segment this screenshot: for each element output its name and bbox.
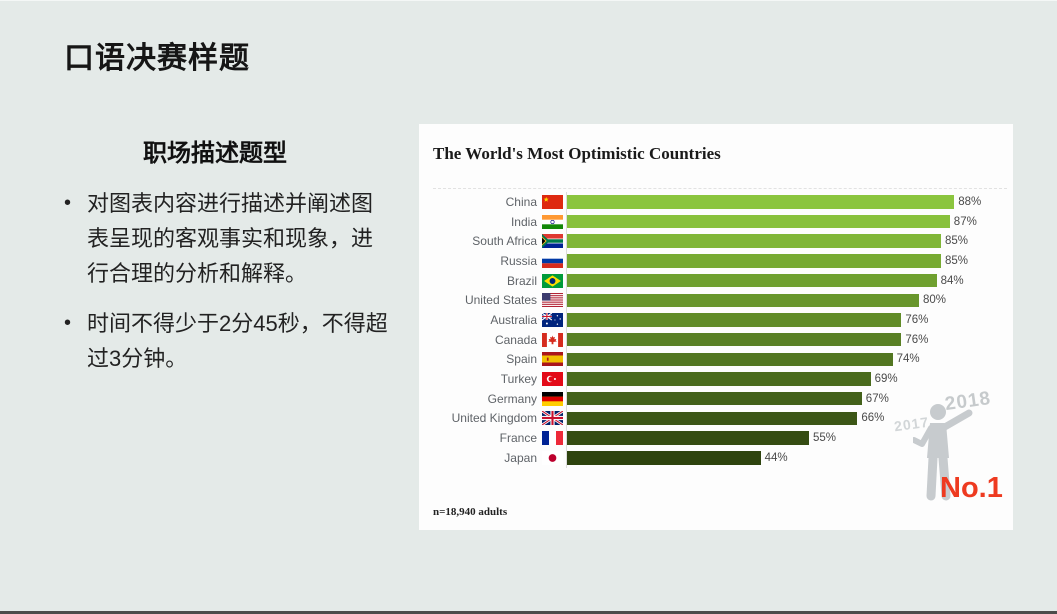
bullet-item: 时间不得少于2分45秒，不得超过3分钟。 [60, 306, 394, 376]
bar [567, 195, 955, 209]
chart-title: The World's Most Optimistic Countries [433, 144, 721, 163]
country-label: Germany [487, 391, 537, 406]
bar-track: 76% [566, 310, 1007, 330]
bar [567, 391, 862, 406]
bar-value-label: 69% [874, 373, 898, 386]
chart-row: France 55% [433, 428, 1007, 448]
bar-value-label: 80% [923, 294, 947, 307]
country-label: Canada [494, 332, 537, 347]
japan-flag-icon [542, 450, 563, 465]
chart-row: Turkey 69% [433, 369, 1007, 389]
chart-row: Brazil 84% [433, 270, 1007, 291]
bar-value-label: 76% [905, 333, 929, 346]
chart-panel: The World's Most Optimistic Countries Ch… [419, 124, 1013, 530]
bar-track: 84% [566, 270, 1007, 291]
canada-flag-icon [542, 332, 563, 347]
bar [567, 431, 809, 445]
india-flag-icon [542, 214, 563, 229]
bar-value-label: 67% [865, 392, 889, 405]
bar-track: 44% [566, 447, 1007, 468]
country-label: Turkey [500, 372, 537, 387]
bar-value-label: 85% [945, 235, 969, 248]
bar [567, 451, 761, 465]
south-africa-flag-icon [542, 234, 563, 249]
country-label: United States [464, 293, 537, 308]
bar-track: 80% [566, 290, 1007, 311]
bar [567, 411, 858, 426]
bar-track: 76% [566, 329, 1007, 350]
bar [567, 293, 919, 308]
slide-title: 口语决赛样题 [64, 42, 250, 75]
bar-value-label: 84% [940, 274, 964, 287]
country-label: South Africa [472, 234, 537, 249]
chart-row: Russia 85% [433, 251, 1007, 271]
brazil-flag-icon [542, 273, 563, 288]
bar [567, 352, 893, 367]
bar-value-label: 74% [896, 353, 920, 366]
bar-plot: China 88% India 87% South Africa 85% Rus… [433, 188, 1007, 468]
bar-value-label: 76% [905, 313, 929, 326]
country-label: Russia [500, 253, 537, 268]
rank-badge: No.1 [940, 472, 1003, 504]
bar-track: 88% [566, 192, 1007, 212]
chart-row: Spain 74% [433, 349, 1007, 370]
bar-track: 85% [566, 251, 1007, 271]
france-flag-icon [542, 431, 563, 446]
bullet-item: 对图表内容进行描述并阐述图表呈现的客观事实和现象，进行合理的分析和解释。 [60, 186, 394, 291]
chart-row: China 88% [433, 192, 1007, 212]
bar-value-label: 44% [764, 451, 788, 464]
left-text-column: 职场描述题型 对图表内容进行描述并阐述图表呈现的客观事实和现象，进行合理的分析和… [60, 133, 394, 391]
country-label: Australia [490, 312, 537, 327]
bar [567, 214, 950, 229]
chart-row: South Africa 85% [433, 231, 1007, 252]
chart-row: Canada 76% [433, 329, 1007, 350]
bar [567, 372, 871, 386]
russia-flag-icon [542, 253, 563, 268]
bar [567, 332, 902, 347]
person-silhouette-icon [913, 404, 973, 501]
australia-flag-icon [542, 312, 563, 327]
bar [567, 254, 941, 268]
china-flag-icon [542, 194, 563, 209]
bar-value-label: 55% [813, 432, 837, 445]
chart-row: United Kingdom 66% [433, 408, 1007, 429]
united-states-flag-icon [542, 293, 563, 308]
bar-value-label: 88% [958, 195, 982, 208]
germany-flag-icon [542, 391, 563, 406]
chart-row: Germany 67% [433, 388, 1007, 409]
bar [567, 313, 902, 327]
country-label: China [505, 194, 537, 209]
chart-row: Japan 44% [433, 447, 1007, 468]
chart-row: Australia 76% [433, 310, 1007, 330]
bar-track: 67% [566, 388, 1007, 409]
bar-track: 69% [566, 369, 1007, 389]
section-subtitle: 职场描述题型 [143, 140, 287, 167]
country-label: Brazil [506, 273, 537, 288]
country-label: France [499, 431, 537, 446]
bar [567, 234, 941, 248]
country-label: Japan [504, 450, 537, 465]
chart-row: India 87% [433, 211, 1007, 232]
united-kingdom-flag-icon [542, 411, 563, 426]
bullet-list: 对图表内容进行描述并阐述图表呈现的客观事实和现象，进行合理的分析和解释。 时间不… [60, 186, 394, 376]
spain-flag-icon [542, 352, 563, 367]
bar-value-label: 85% [945, 254, 969, 267]
bar-track: 87% [566, 211, 1007, 232]
bar-value-label: 66% [861, 412, 885, 425]
chart-row: United States 80% [433, 290, 1007, 311]
country-label: United Kingdom [451, 411, 537, 426]
bar-track: 66% [566, 408, 1007, 429]
bar-track: 85% [566, 231, 1007, 252]
bar [567, 273, 937, 288]
bar-track: 55% [566, 428, 1007, 448]
bar-value-label: 87% [953, 215, 977, 228]
source-note: n=18,940 adults [433, 506, 508, 518]
turkey-flag-icon [542, 372, 563, 387]
bar-track: 74% [566, 349, 1007, 370]
country-label: India [510, 214, 537, 229]
country-label: Spain [506, 352, 537, 367]
